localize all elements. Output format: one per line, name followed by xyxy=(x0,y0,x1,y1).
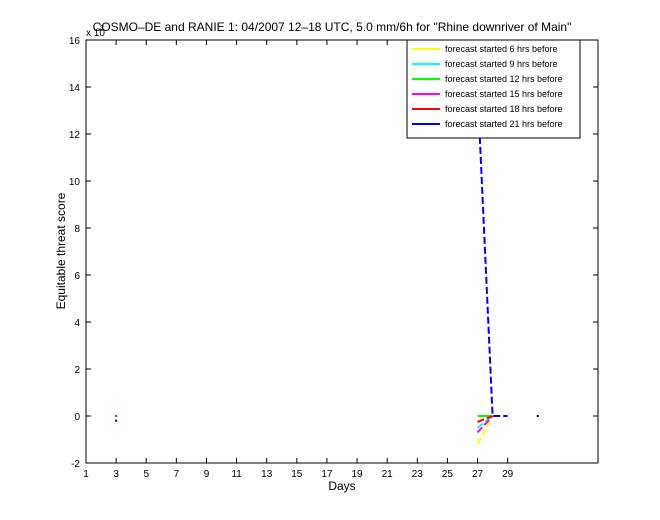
series-line-1 xyxy=(476,415,494,445)
x-tick-label: 23 xyxy=(412,469,424,480)
x-axis: 1 3 5 7 9 11 13 15 17 19 21 23 25 27 29 xyxy=(83,40,514,480)
x-tick-label: 19 xyxy=(351,469,363,480)
y-exponent-power: -3 xyxy=(97,24,105,33)
y-tick-label: 0 xyxy=(74,412,80,423)
x-tick-label: 3 xyxy=(113,469,119,480)
series-line-5 xyxy=(477,415,493,423)
x-tick-label: 13 xyxy=(261,469,273,480)
y-tick-label: 16 xyxy=(69,36,81,47)
x-tick-label: 27 xyxy=(472,469,484,480)
x-tick-label: 15 xyxy=(291,469,303,480)
data-point xyxy=(115,419,118,422)
marker-layer xyxy=(115,415,539,422)
y-tick-label: 10 xyxy=(69,177,81,188)
y-tick-label: 14 xyxy=(69,83,81,94)
x-tick-label: 29 xyxy=(502,469,514,480)
x-tick-label: 11 xyxy=(231,469,242,480)
chart-title: COSMO–DE and RANIE 1: 04/2007 12–18 UTC,… xyxy=(93,20,572,34)
legend: forecast started 6 hrs before forecast st… xyxy=(406,39,581,139)
x-tick-label: 7 xyxy=(174,469,180,480)
legend-label: forecast started 12 hrs before xyxy=(445,74,563,84)
legend-box xyxy=(406,39,581,139)
x-tick-label: 17 xyxy=(321,469,333,480)
y-exponent-label: x 10 -3 xyxy=(86,24,105,39)
y-tick-label: 4 xyxy=(74,318,80,329)
series-layer xyxy=(476,86,508,445)
data-point xyxy=(115,415,118,417)
y-tick-label: 12 xyxy=(69,130,81,141)
series-line-4 xyxy=(476,415,494,434)
x-tick-label: 9 xyxy=(204,469,210,480)
legend-label: forecast started 18 hrs before xyxy=(445,104,563,114)
y-tick-label: 8 xyxy=(74,224,80,235)
legend-label: forecast started 21 hrs before xyxy=(445,119,563,129)
legend-label: forecast started 9 hrs before xyxy=(445,59,558,69)
x-axis-label: Days xyxy=(328,479,355,493)
y-axis: -2 0 2 4 6 8 10 12 14 16 xyxy=(69,36,598,470)
x-tick-label: 1 xyxy=(83,469,89,480)
legend-label: forecast started 15 hrs before xyxy=(445,89,563,99)
x-tick-label: 5 xyxy=(143,469,149,480)
data-point xyxy=(536,415,539,417)
y-tick-label: 6 xyxy=(74,271,80,282)
y-axis-label: Equitable threat score xyxy=(54,192,68,309)
y-exponent-base: x 10 xyxy=(86,28,105,39)
x-tick-label: 25 xyxy=(442,469,454,480)
legend-label: forecast started 6 hrs before xyxy=(445,44,558,54)
y-tick-label: -2 xyxy=(71,459,80,470)
x-tick-label: 21 xyxy=(382,469,394,480)
y-tick-label: 2 xyxy=(74,365,80,376)
